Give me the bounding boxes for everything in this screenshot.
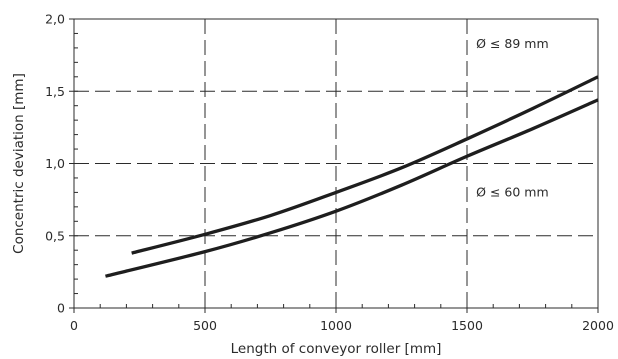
x-tick-label: 1500 (451, 318, 483, 333)
grid-lines (74, 19, 598, 308)
series-lines (105, 75, 599, 278)
x-tick-label: 500 (193, 318, 217, 333)
annotations: Ø ≤ 89 mm Ø ≤ 60 mm (476, 36, 549, 200)
y-tick-label: 2,0 (45, 12, 65, 27)
series-annotation-1: Ø ≤ 89 mm (476, 36, 549, 51)
y-tick-label: 1,0 (45, 156, 65, 171)
x-axis-title: Length of conveyor roller [mm] (231, 341, 442, 357)
series-annotation-2: Ø ≤ 60 mm (476, 185, 549, 200)
x-tick-label: 1000 (320, 318, 352, 333)
axis-ticks (69, 18, 599, 313)
series-line-1 (131, 75, 599, 255)
y-tick-label: 0 (57, 301, 65, 316)
y-axis-title: Concentric deviation [mm] (11, 73, 27, 254)
x-tick-label: 0 (70, 318, 78, 333)
series-line-2 (105, 98, 599, 278)
tick-labels: 0 500 1000 1500 2000 0 0,5 1,0 1,5 2,0 (45, 12, 614, 334)
y-tick-label: 0,5 (45, 228, 65, 243)
y-tick-label: 1,5 (45, 84, 65, 99)
x-tick-label: 2000 (582, 318, 614, 333)
